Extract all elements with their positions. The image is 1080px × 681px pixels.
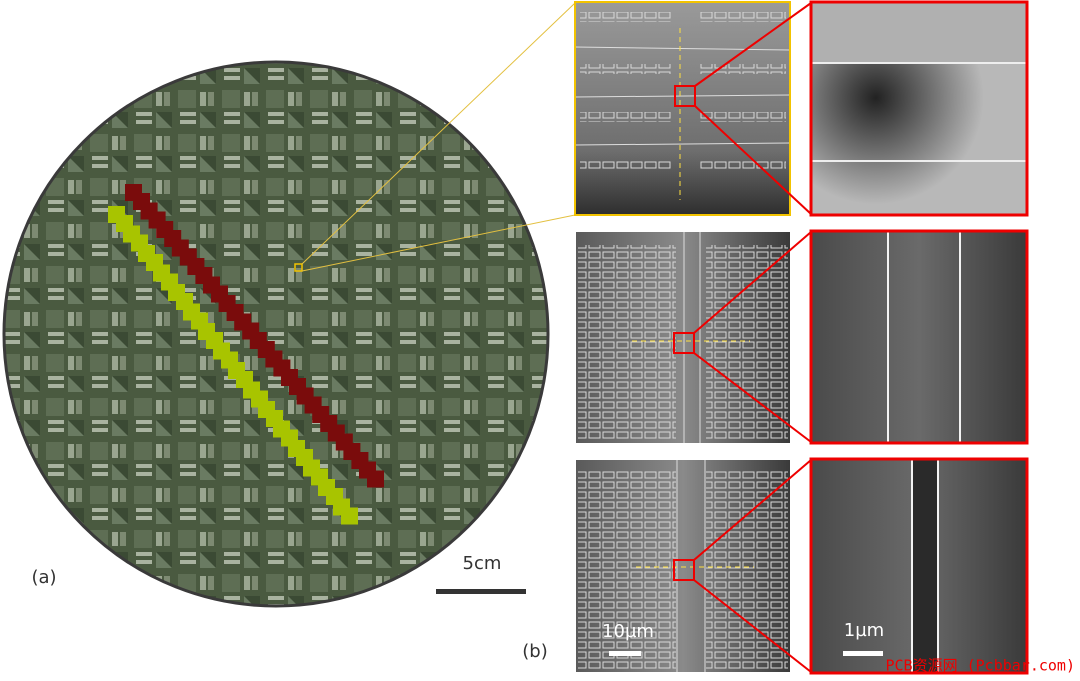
sem-low-2	[576, 232, 790, 443]
zoom-line	[301, 2, 576, 265]
sem-high-3: 1µm	[809, 457, 1029, 675]
die	[341, 507, 358, 525]
panel-label: (a)	[31, 567, 56, 588]
scale-bar	[609, 651, 641, 656]
die-rows	[108, 184, 384, 525]
roi	[294, 263, 303, 272]
panel-label: (b)	[522, 641, 547, 662]
wafer	[2, 60, 550, 608]
sem-low-1	[574, 1, 791, 216]
scale-bar	[436, 589, 526, 594]
watermark: PCB资源网 (Pcbbar.com)	[886, 657, 1076, 675]
scale-label: 1µm	[844, 620, 884, 641]
sem-high-1	[809, 0, 1029, 217]
scale-label: 5cm	[463, 553, 502, 574]
sem-high-2	[809, 229, 1029, 445]
die	[367, 470, 384, 488]
scale-label: 10µm	[602, 621, 654, 642]
zoom-line	[301, 214, 576, 272]
sem-low-3: 10µm	[576, 460, 790, 672]
scale-bar	[843, 651, 883, 656]
zoom-connectors	[673, 2, 812, 673]
